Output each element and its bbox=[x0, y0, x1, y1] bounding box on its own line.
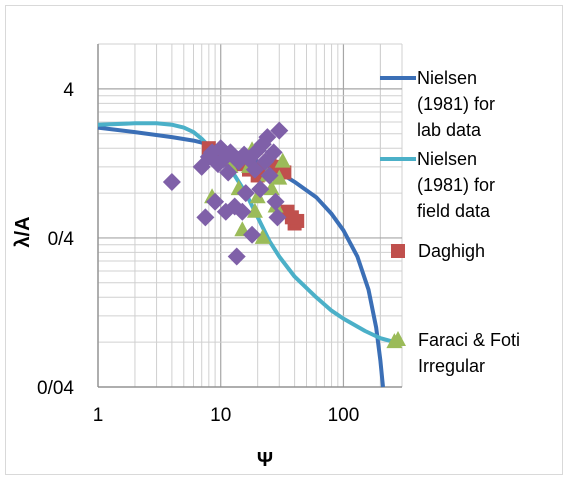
legend-label: field data bbox=[417, 201, 491, 221]
data-point-triangle bbox=[254, 228, 271, 244]
data-point-diamond bbox=[260, 166, 279, 185]
x-tick-label: 1 bbox=[93, 405, 104, 426]
data-point-diamond bbox=[270, 121, 289, 140]
data-point-diamond bbox=[243, 225, 262, 244]
y-tick-label: 0/04 bbox=[37, 378, 74, 399]
y-tick-label: 0/4 bbox=[48, 229, 75, 250]
data-point-diamond bbox=[251, 180, 270, 199]
legend: Nielsen (1981) for lab data Nielsen (1981) f… bbox=[380, 68, 520, 376]
data-point-diamond bbox=[264, 143, 283, 162]
legend-label: Faraci & Foti bbox=[418, 330, 520, 350]
data-point-diamond bbox=[162, 172, 181, 191]
legend-label: lab data bbox=[417, 120, 482, 140]
data-point-diamond bbox=[245, 160, 264, 179]
legend-key-triangle bbox=[390, 331, 406, 346]
data-point-diamond bbox=[236, 184, 255, 203]
data-point-triangle bbox=[274, 152, 291, 168]
data-point-diamond bbox=[268, 208, 287, 227]
y-axis-title: λ/A bbox=[12, 216, 34, 247]
legend-label: Daghigh bbox=[418, 241, 485, 261]
plot-markers bbox=[162, 121, 403, 349]
legend-label: Nielsen bbox=[417, 68, 477, 88]
data-point-diamond bbox=[196, 208, 215, 227]
data-point-diamond bbox=[258, 128, 277, 147]
x-tick-label: 100 bbox=[328, 405, 360, 426]
legend-label: Nielsen bbox=[417, 149, 477, 169]
data-point-diamond bbox=[206, 192, 225, 211]
data-point-diamond bbox=[240, 150, 259, 169]
x-tick-label: 10 bbox=[210, 405, 231, 426]
data-point-diamond bbox=[219, 163, 238, 182]
data-point-triangle bbox=[263, 180, 280, 196]
data-point-square bbox=[284, 210, 299, 225]
data-point-triangle bbox=[271, 169, 288, 185]
data-point-diamond bbox=[233, 202, 252, 221]
data-point-diamond bbox=[227, 247, 246, 266]
legend-label: Irregular bbox=[418, 356, 485, 376]
data-point-triangle bbox=[246, 202, 263, 218]
axis-ticks: 1 10 100 0/04 0/4 4 bbox=[37, 80, 359, 426]
legend-label: (1981) for bbox=[417, 94, 495, 114]
data-point-triangle bbox=[249, 188, 266, 204]
y-tick-label: 4 bbox=[63, 80, 74, 101]
legend-key-square bbox=[391, 244, 405, 258]
data-point-diamond bbox=[266, 192, 285, 211]
legend-label: (1981) for bbox=[417, 175, 495, 195]
x-axis-title: Ψ bbox=[257, 449, 273, 471]
